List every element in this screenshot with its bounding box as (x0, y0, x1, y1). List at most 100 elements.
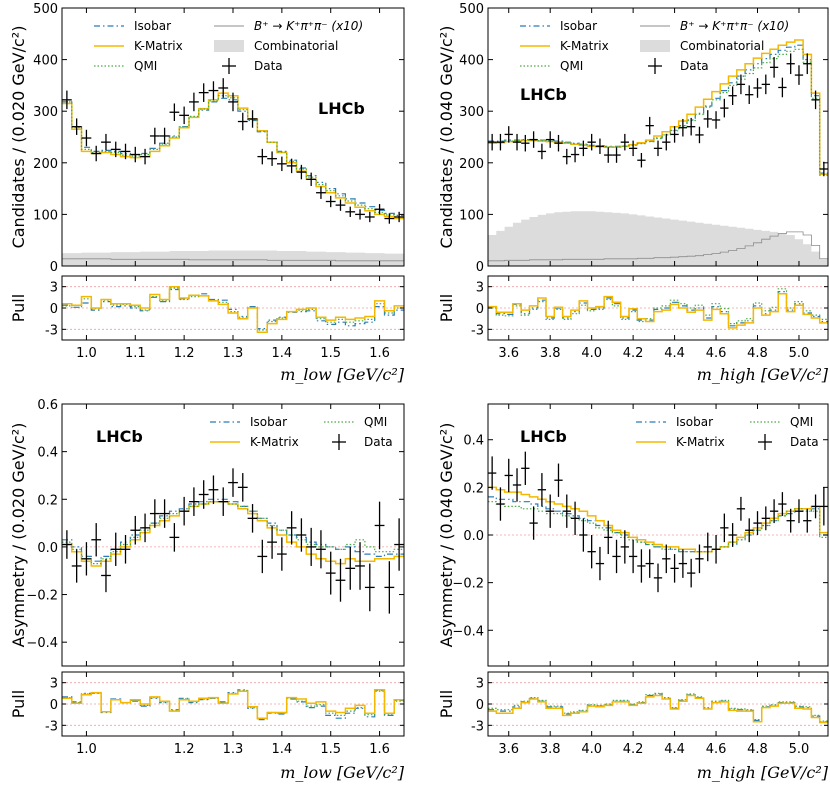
x-tick-label: 1.5 (320, 346, 341, 361)
data-legend-label: Data (364, 435, 393, 449)
x-tick-label: 1.5 (320, 742, 341, 757)
kmatrix-legend-label: K-Matrix (250, 435, 299, 449)
qmi-curve (62, 501, 404, 565)
kmatrix-pull-curve (488, 293, 828, 329)
plot-area (62, 78, 404, 266)
qmi-pull-curve (488, 692, 828, 722)
y-tick-label: 200 (459, 157, 484, 172)
y-tick-label: 100 (33, 208, 58, 223)
x-tick-label: 4.8 (747, 742, 768, 757)
pull-y-tick-label: 0 (50, 698, 58, 713)
combinatorial-legend-label: Combinatorial (680, 39, 764, 53)
kmatrix-pull-curve (488, 694, 828, 724)
kmatrix-legend-label: K-Matrix (560, 39, 609, 53)
pull-y-axis-label: Pull (437, 690, 456, 718)
y-tick-label: 300 (459, 105, 484, 120)
experiment-label: LHCb (520, 85, 567, 104)
x-axis-label: m_low [GeV/c²] (280, 365, 405, 384)
isobar-legend-label: Isobar (250, 415, 287, 429)
qmi-curve (62, 95, 404, 218)
y-tick-label: 400 (33, 54, 58, 69)
x-tick-label: 1.6 (369, 742, 390, 757)
signal-mc-line (62, 258, 404, 262)
y-tick-label: −0.2 (452, 577, 484, 592)
isobar-pull-curve (62, 288, 404, 330)
pull-y-axis-label: Pull (9, 690, 28, 718)
isobar-legend-label: Isobar (560, 19, 597, 33)
y-tick-label: 0.2 (37, 493, 58, 508)
kmatrix-legend-label: K-Matrix (134, 39, 183, 53)
y-tick-label: 400 (459, 54, 484, 69)
kmatrix-legend-label: K-Matrix (676, 435, 725, 449)
y-tick-label: 0 (476, 260, 484, 275)
y-tick-label: 0.4 (463, 434, 484, 449)
x-tick-label: 4.4 (664, 346, 685, 361)
x-tick-label: 4.6 (706, 346, 727, 361)
signal-mc-line (488, 231, 828, 262)
data-legend-label: Data (254, 59, 283, 73)
isobar-pull-curve (488, 291, 828, 327)
signal-mc-legend-label: B⁺ → K⁺π⁺π⁻ (x10) (680, 19, 789, 33)
kmatrix-curve (488, 486, 828, 553)
x-tick-label: 1.4 (272, 742, 293, 757)
pull-y-tick-label: 3 (50, 281, 58, 296)
x-tick-label: 1.2 (174, 346, 195, 361)
kmatrix-pull-curve (62, 689, 404, 719)
x-tick-label: 4.2 (623, 346, 644, 361)
pull-y-axis-label: Pull (9, 294, 28, 322)
pull-plot-area (62, 285, 404, 333)
qmi-legend-label: QMI (560, 59, 583, 73)
x-tick-label: 3.6 (498, 742, 519, 757)
qmi-curve (488, 48, 828, 176)
pull-y-tick-label: -3 (471, 323, 484, 338)
x-tick-label: 4.2 (623, 742, 644, 757)
y-tick-label: 300 (33, 105, 58, 120)
x-tick-label: 4.0 (581, 742, 602, 757)
y-tick-label: −0.4 (452, 624, 484, 639)
x-tick-label: 3.8 (540, 742, 561, 757)
experiment-label: LHCb (520, 427, 567, 446)
y-tick-label: 0.6 (37, 398, 58, 413)
plot-area (488, 451, 828, 593)
y-axis-label: Candidates / (0.040 GeV/c²) (437, 26, 456, 249)
isobar-curve (62, 97, 404, 216)
y-axis-label: Candidates / (0.020 GeV/c²) (9, 26, 28, 249)
x-tick-label: 1.1 (125, 346, 146, 361)
data-legend-label: Data (790, 435, 819, 449)
qmi-pull-curve (62, 689, 404, 720)
pull-frame (61, 671, 405, 737)
plot-area (62, 468, 404, 614)
y-tick-label: 500 (459, 2, 484, 17)
combinatorial-legend-swatch (640, 40, 670, 52)
isobar-legend-label: Isobar (134, 19, 171, 33)
panel-mlow_yield: 0 100 200 300 400 500 Candidates / (0.020 GeV/… (9, 2, 405, 384)
experiment-label: LHCb (318, 99, 365, 118)
pull-y-tick-label: 3 (476, 677, 484, 692)
x-tick-label: 1.4 (272, 346, 293, 361)
x-axis-label: m_high [GeV/c²] (697, 365, 829, 384)
data-legend-label: Data (680, 59, 709, 73)
x-tick-label: 4.0 (581, 346, 602, 361)
experiment-label: LHCb (96, 427, 143, 446)
x-axis-label: m_high [GeV/c²] (697, 763, 829, 782)
pull-panel: 3 0 -3 1.0 1.2 1.3 1.4 1.5 1.6 Pull m_low [GeV/c²] (9, 671, 405, 782)
x-tick-label: 1.0 (76, 742, 97, 757)
pull-y-tick-label: 0 (476, 302, 484, 317)
qmi-legend-label: QMI (364, 415, 387, 429)
kmatrix-pull-curve (62, 285, 404, 333)
legend: Isobar K-Matrix QMI Data (210, 415, 393, 450)
main-frame (487, 7, 829, 267)
qmi-legend-label: QMI (134, 59, 157, 73)
x-tick-label: 4.6 (706, 742, 727, 757)
isobar-legend-label: Isobar (676, 415, 713, 429)
qmi-pull-curve (488, 288, 828, 325)
pull-y-tick-label: 3 (476, 281, 484, 296)
isobar-pull-curve (488, 693, 828, 723)
x-tick-label: 4.8 (747, 346, 768, 361)
y-tick-label: 200 (33, 157, 58, 172)
legend: Isobar K-Matrix QMI B⁺ → K⁺π⁺π⁻ (x10) Combin… (520, 19, 789, 74)
